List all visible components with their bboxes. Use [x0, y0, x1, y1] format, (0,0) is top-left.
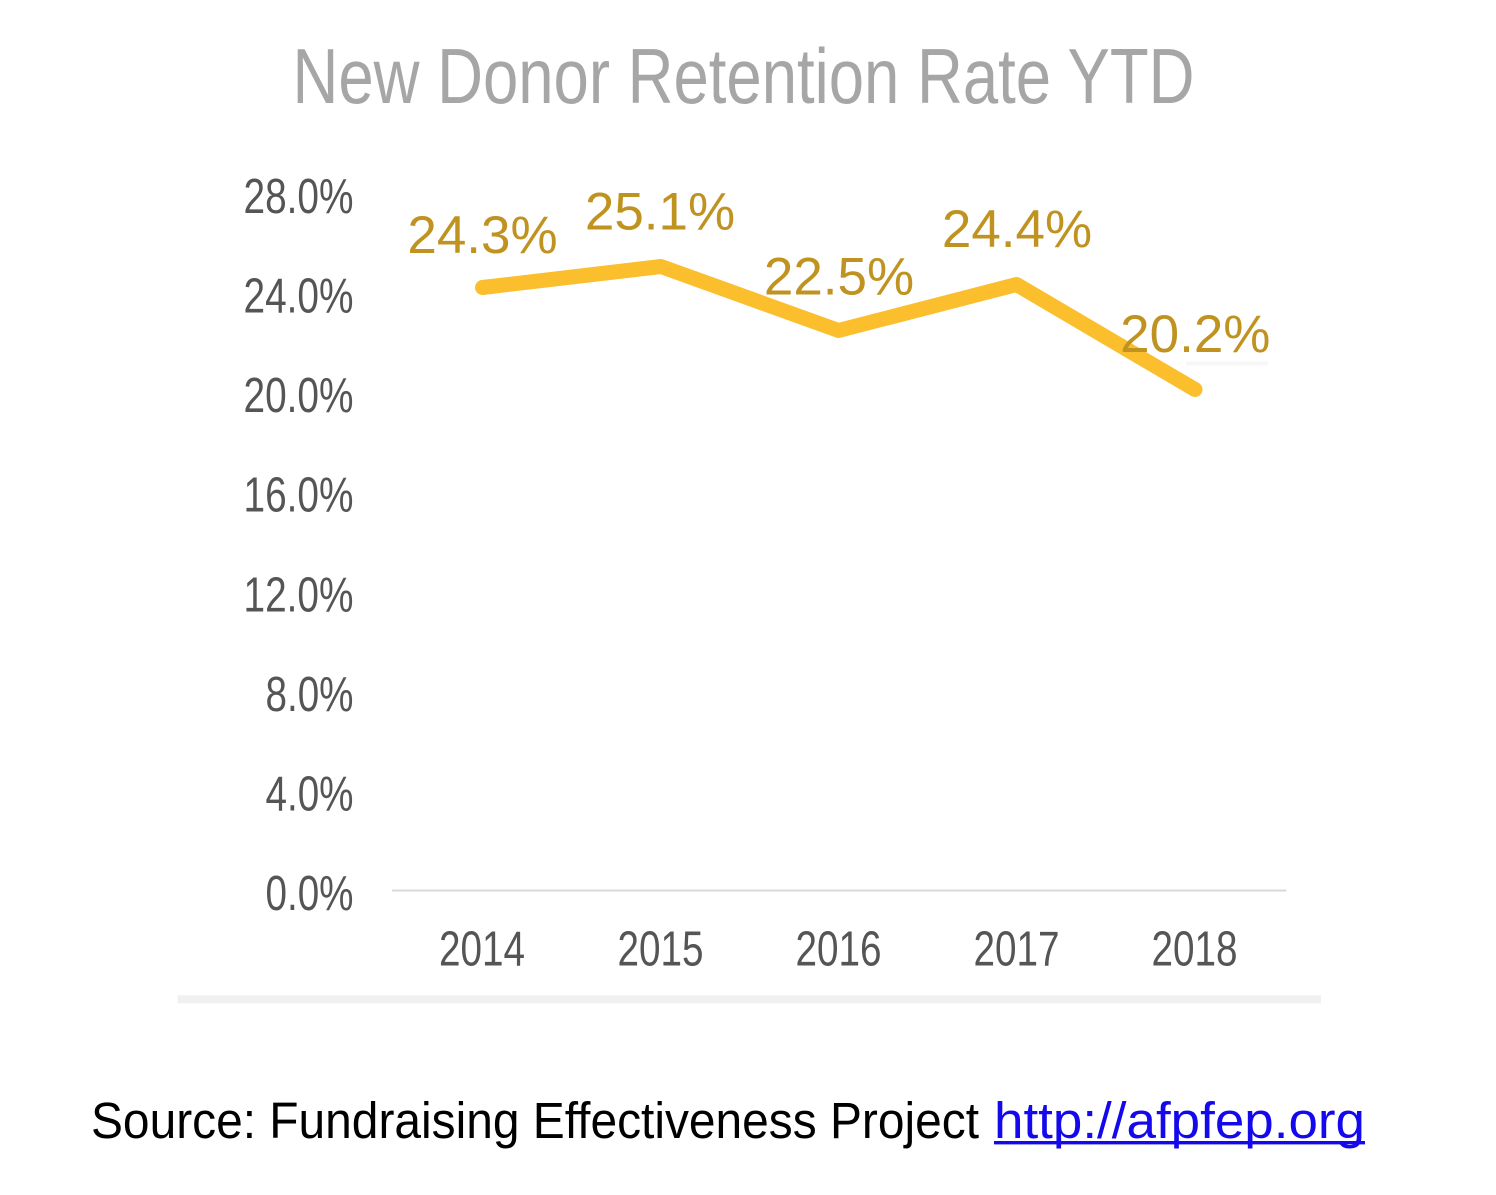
svg-text:New Donor Retention Rate YTD: New Donor Retention Rate YTD: [293, 32, 1195, 120]
svg-text:Source: Fundraising Effectiven: Source: Fundraising Effectiveness Projec…: [91, 1092, 979, 1149]
svg-text:24.4%: 24.4%: [942, 200, 1092, 259]
svg-text:4.0%: 4.0%: [266, 768, 354, 822]
svg-text:20.2%: 20.2%: [1120, 305, 1270, 364]
svg-text:22.5%: 22.5%: [764, 248, 914, 307]
svg-text:12.0%: 12.0%: [244, 568, 354, 622]
svg-text:2014: 2014: [439, 923, 525, 977]
svg-text:25.1%: 25.1%: [585, 183, 735, 242]
svg-text:2015: 2015: [618, 923, 704, 977]
svg-text:http://afpfep.org: http://afpfep.org: [994, 1092, 1365, 1149]
svg-text:2016: 2016: [796, 923, 882, 977]
svg-text:0.0%: 0.0%: [266, 867, 354, 921]
svg-text:24.0%: 24.0%: [244, 269, 354, 323]
svg-text:16.0%: 16.0%: [244, 469, 354, 523]
svg-text:20.0%: 20.0%: [244, 369, 354, 423]
svg-text:2018: 2018: [1152, 923, 1238, 977]
svg-text:28.0%: 28.0%: [244, 170, 354, 224]
svg-text:2017: 2017: [974, 923, 1060, 977]
svg-text:8.0%: 8.0%: [266, 668, 354, 722]
svg-text:24.3%: 24.3%: [407, 206, 557, 265]
